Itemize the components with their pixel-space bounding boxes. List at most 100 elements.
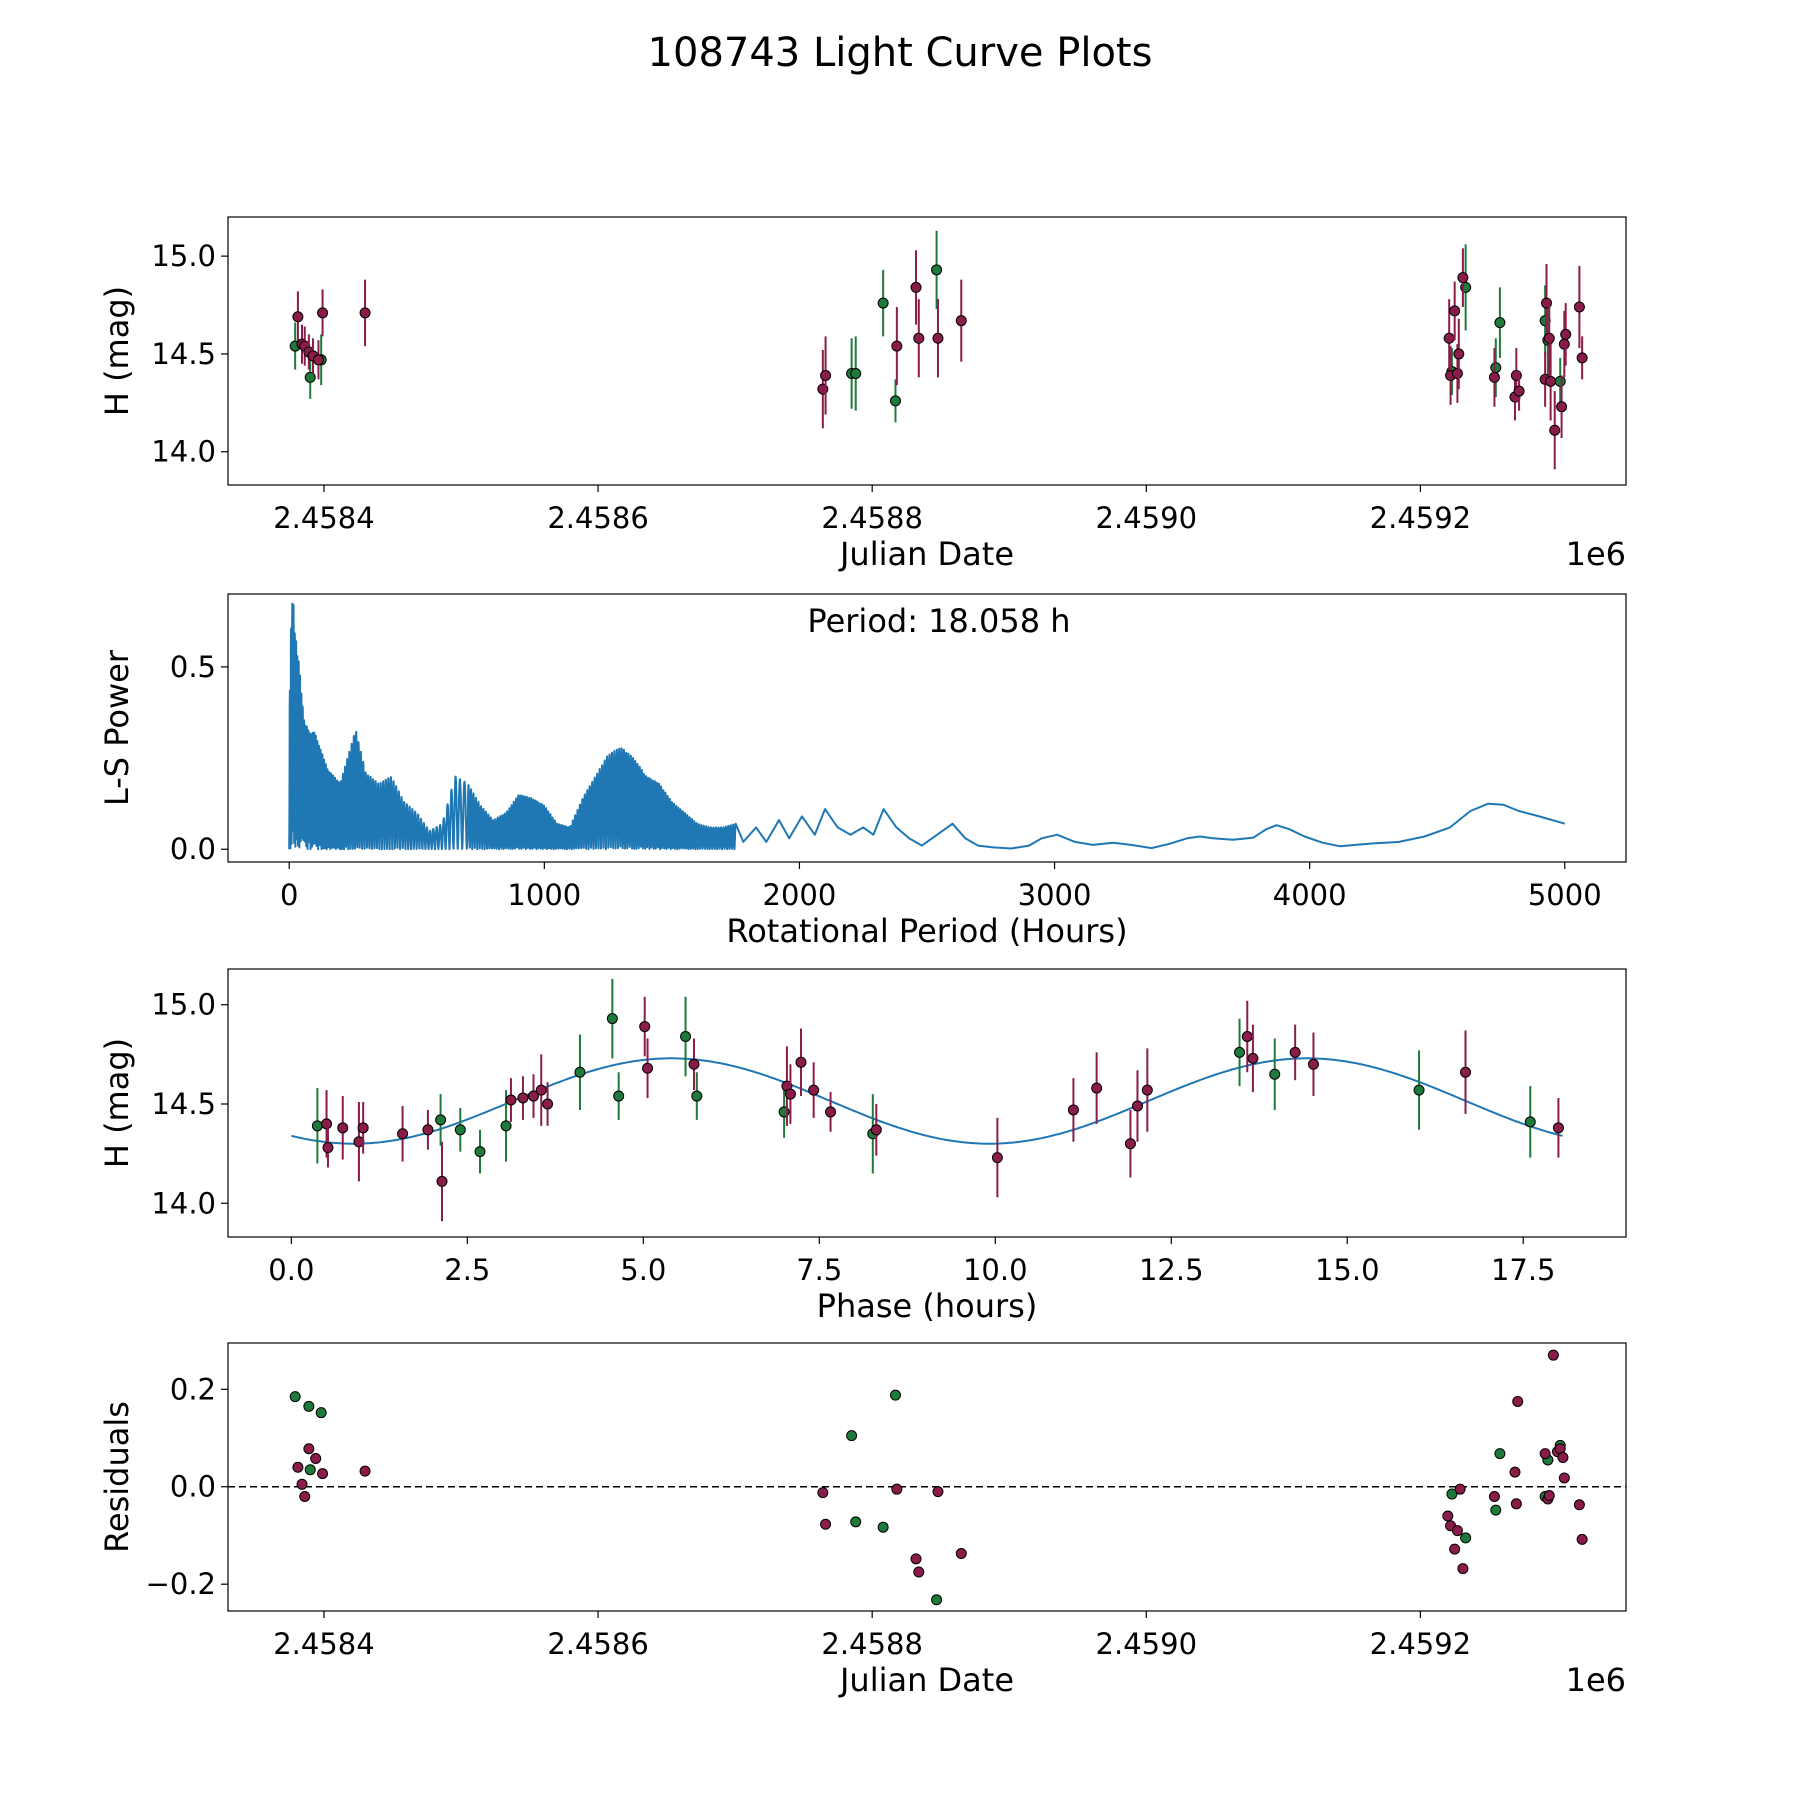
- x-tick-label: 2000: [763, 878, 837, 912]
- maroon-data-point: [955, 1548, 967, 1560]
- maroon-data-point: [1549, 424, 1561, 436]
- maroon-data-point: [296, 1478, 308, 1490]
- green-data-point: [1554, 375, 1566, 387]
- y-tick-label: 15.0: [151, 988, 216, 1022]
- maroon-data-point: [1141, 1084, 1153, 1096]
- x-tick-label: 2.4590: [1096, 1627, 1197, 1661]
- x-tick-label: 2.4588: [821, 1627, 922, 1661]
- green-data-point: [931, 1594, 943, 1606]
- maroon-data-point: [1576, 1533, 1588, 1545]
- maroon-data-point: [891, 1483, 903, 1495]
- x-tick-label: 10.0: [963, 1253, 1028, 1287]
- maroon-data-point: [436, 1175, 448, 1187]
- green-data-point: [1269, 1068, 1281, 1080]
- x-tick-label: 2.4584: [273, 1627, 374, 1661]
- green-data-point: [1446, 1488, 1458, 1500]
- maroon-data-point: [303, 1443, 315, 1455]
- maroon-data-point: [870, 1124, 882, 1136]
- maroon-data-point: [542, 1098, 554, 1110]
- y-tick-label: 14.0: [151, 1186, 216, 1220]
- maroon-data-point: [535, 1084, 547, 1096]
- green-data-point: [289, 1391, 301, 1403]
- green-data-point: [303, 1400, 315, 1412]
- maroon-data-point: [1307, 1058, 1319, 1070]
- maroon-data-point: [312, 354, 324, 366]
- maroon-data-point: [1539, 1448, 1551, 1460]
- maroon-data-point: [1443, 332, 1455, 344]
- x-tick-label: 2.4586: [547, 1627, 648, 1661]
- x-tick-label: 3000: [1018, 878, 1092, 912]
- maroon-data-point: [991, 1152, 1003, 1164]
- y-tick-label: 15.0: [151, 239, 216, 273]
- x-tick-label: 2.4592: [1370, 501, 1471, 535]
- maroon-data-point: [337, 1122, 349, 1134]
- maroon-data-point: [1488, 1490, 1500, 1502]
- x-tick-label: 2.4592: [1370, 1627, 1471, 1661]
- maroon-data-point: [1547, 1349, 1559, 1361]
- maroon-data-point: [825, 1106, 837, 1118]
- model-fit-curve: [291, 1057, 1563, 1145]
- maroon-data-point: [1131, 1100, 1143, 1112]
- maroon-data-point: [1454, 1483, 1466, 1495]
- maroon-data-point: [1558, 338, 1570, 350]
- maroon-data-point: [357, 1122, 369, 1134]
- maroon-data-point: [1449, 305, 1461, 317]
- green-data-point: [574, 1066, 586, 1078]
- green-data-point: [680, 1030, 692, 1042]
- maroon-data-point: [397, 1128, 409, 1140]
- maroon-data-point: [292, 1461, 304, 1473]
- maroon-data-point: [688, 1058, 700, 1070]
- green-data-point: [877, 297, 889, 309]
- maroon-data-point: [913, 1566, 925, 1578]
- x-tick-label: 15.0: [1315, 1253, 1380, 1287]
- maroon-data-point: [1460, 1066, 1472, 1078]
- maroon-data-point: [299, 1490, 311, 1502]
- y-tick-label: 0.0: [170, 832, 216, 866]
- green-data-point: [931, 264, 943, 276]
- maroon-data-point: [1560, 328, 1572, 340]
- green-data-point: [846, 1430, 858, 1442]
- maroon-data-point: [292, 311, 304, 323]
- y-tick-label: 14.0: [151, 435, 216, 469]
- y-tick-label: −0.2: [146, 1567, 216, 1601]
- axes-frame: [227, 1342, 1627, 1612]
- x-tick-label: 1000: [507, 878, 581, 912]
- green-data-point: [889, 395, 901, 407]
- green-data-point: [315, 1407, 327, 1419]
- maroon-data-point: [820, 369, 832, 381]
- maroon-data-point: [1556, 401, 1568, 413]
- maroon-data-point: [642, 1062, 654, 1074]
- figure-title: 108743 Light Curve Plots: [648, 30, 1153, 76]
- x-tick-label: 2.4586: [547, 501, 648, 535]
- axes-frame: [227, 968, 1627, 1238]
- maroon-data-point: [517, 1092, 529, 1104]
- x-tick-label: 5000: [1528, 878, 1602, 912]
- x-tick-label: 12.5: [1139, 1253, 1204, 1287]
- green-data-point: [311, 1120, 323, 1132]
- maroon-data-point: [1509, 1466, 1521, 1478]
- maroon-data-point: [1457, 272, 1469, 284]
- green-data-point: [500, 1120, 512, 1132]
- x-tick-label: 0: [280, 878, 298, 912]
- green-data-point: [1460, 1532, 1472, 1544]
- x-tick-label: 2.4584: [273, 501, 374, 535]
- green-data-point: [435, 1114, 447, 1126]
- phase-folded-panel: 0.0 2.5 5.0 7.5 10.0 12.5 15.0 17.5 14.0 14.5 15.0…: [98, 968, 1627, 1325]
- x-tick-label: 2.4588: [821, 501, 922, 535]
- maroon-data-point: [932, 1486, 944, 1498]
- y-axis-label: L-S Power: [98, 649, 136, 806]
- green-data-point: [877, 1521, 889, 1533]
- maroon-data-point: [1545, 375, 1557, 387]
- maroon-data-point: [784, 1088, 796, 1100]
- maroon-data-point: [359, 1465, 371, 1477]
- green-data-point: [1494, 317, 1506, 329]
- green-data-point: [304, 1464, 316, 1476]
- maroon-data-point: [1247, 1052, 1259, 1064]
- y-tick-label: 0.2: [170, 1372, 216, 1406]
- maroon-data-point: [808, 1084, 820, 1096]
- maroon-data-point: [1510, 1498, 1522, 1510]
- residuals-panel: 2.4584 2.4586 2.4588 2.4590 2.4592 −0.2 0.0 0.2…: [98, 1342, 1627, 1699]
- maroon-data-point: [1573, 301, 1585, 313]
- maroon-data-point: [913, 332, 925, 344]
